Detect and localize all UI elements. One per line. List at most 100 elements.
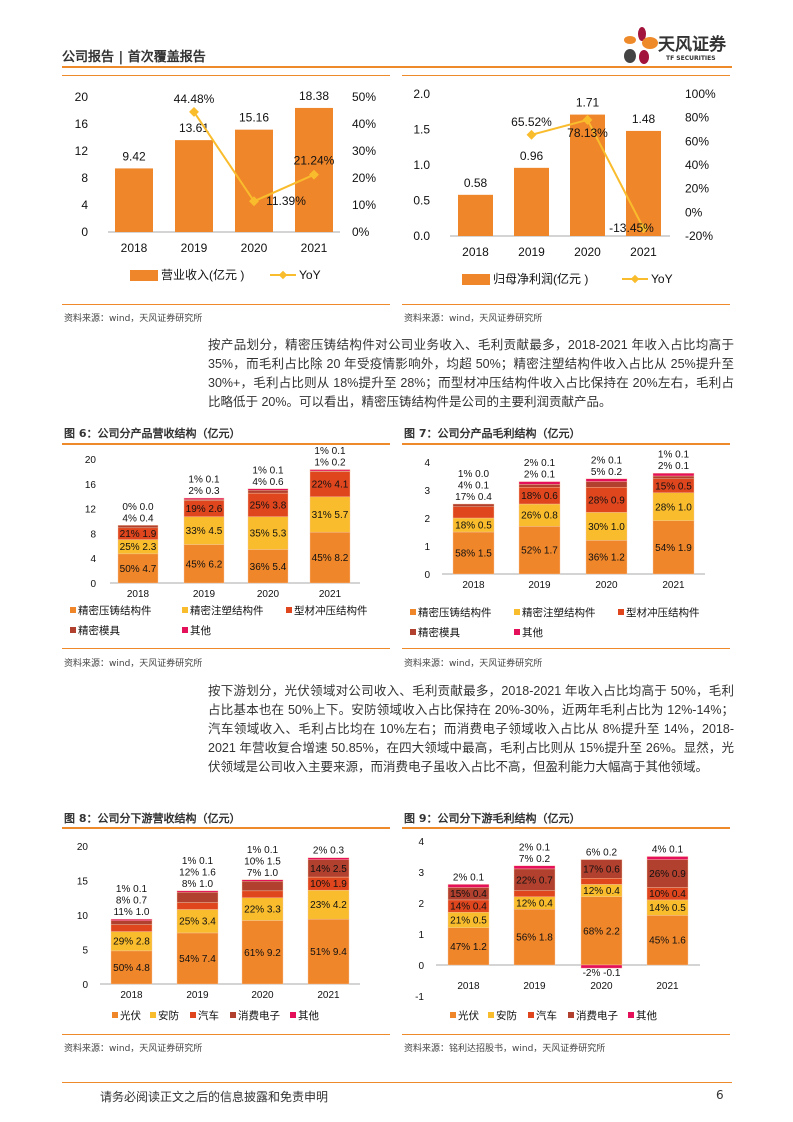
x-tick-label: 2020	[590, 981, 613, 992]
logo: 天风证券 TF SECURITIES	[620, 26, 735, 66]
y-tick-label: 8	[81, 171, 88, 185]
stacked-segment	[452, 503, 495, 507]
segment-label: 18% 0.5	[455, 521, 492, 532]
stacked-segment	[646, 915, 689, 966]
segment-label: 54% 7.4	[179, 954, 216, 965]
segment-label: 8% 0.7	[116, 896, 148, 907]
segment-label: 1% 0.1	[314, 446, 346, 457]
segment-label: 25% 3.8	[250, 500, 287, 511]
yoy-value-label: -13.45%	[609, 221, 654, 235]
y-tick-label: 2.0	[413, 87, 430, 101]
figure-title: 图 6：公司分产品营收结构（亿元）	[64, 427, 241, 440]
yoy-value-label: 44.48%	[174, 92, 215, 106]
legend-label: 消费电子	[576, 1009, 618, 1022]
y2-tick-label: 40%	[352, 117, 376, 131]
stacked-segment	[110, 950, 153, 985]
y-tick-label: 12	[75, 144, 89, 158]
y-tick-label: 0.0	[413, 229, 430, 243]
segment-label: 14% 0.4	[450, 902, 487, 913]
bar-value-label: 0.58	[464, 176, 488, 190]
stacked-segment	[247, 549, 289, 584]
segment-label: 28% 0.9	[588, 495, 625, 506]
legend-swatch	[112, 1012, 118, 1018]
segment-label: 15% 0.4	[450, 889, 487, 900]
figure-title: 图 7：公司分产品毛利结构（亿元）	[404, 427, 581, 440]
y2-tick-label: 0%	[685, 205, 703, 219]
divider	[62, 648, 390, 649]
legend-label: 消费电子	[238, 1009, 280, 1022]
legend-label: 精密压铸结构件	[418, 606, 492, 619]
segment-label: 36% 1.2	[588, 553, 625, 564]
stacked-segment	[452, 506, 495, 519]
stacked-segment	[518, 481, 561, 485]
stacked-segment	[241, 920, 284, 985]
segment-label: 10% 1.9	[310, 879, 347, 890]
y-tick-label: 0.5	[413, 194, 430, 208]
legend-swatch	[286, 607, 292, 613]
legend-label: 安防	[158, 1009, 179, 1022]
legend-label: 精密模具	[418, 626, 460, 639]
bar	[115, 168, 153, 232]
segment-label: 4% 0.4	[122, 513, 154, 524]
stacked-segment	[513, 865, 556, 870]
legend-label: 精密压铸结构件	[78, 604, 152, 617]
divider	[402, 443, 730, 445]
segment-label: 1% 0.1	[116, 884, 148, 895]
y-tick-label: 15	[77, 877, 89, 888]
x-tick-label: 2021	[656, 981, 679, 992]
legend-marker	[278, 270, 288, 280]
y-tick-label: 20	[75, 90, 89, 104]
x-tick-label: 2018	[127, 589, 150, 600]
bar	[514, 167, 549, 236]
segment-label: 61% 9.2	[244, 948, 281, 959]
segment-label: 23% 4.2	[310, 900, 347, 911]
legend-label: 精密注塑结构件	[522, 606, 596, 619]
segment-label: 52% 1.7	[521, 546, 558, 557]
body-paragraph: 按下游划分，光伏领域对公司收入、毛利贡献最多，2018-2021 年收入占比均高…	[208, 684, 734, 774]
segment-label: 47% 1.2	[450, 942, 487, 953]
stacked-segment	[247, 516, 289, 550]
segment-label: 2% 0.3	[188, 486, 220, 497]
x-tick-label: 2021	[319, 589, 342, 600]
y-tick-label: 16	[75, 117, 89, 131]
x-tick-label: 2021	[662, 580, 685, 591]
x-tick-label: 2019	[518, 245, 545, 259]
legend-swatch	[150, 1012, 156, 1018]
x-tick-label: 2019	[523, 981, 546, 992]
stacked-segment	[241, 880, 284, 892]
segment-label: 29% 2.8	[113, 937, 150, 948]
x-tick-label: 2018	[120, 990, 143, 1001]
yoy-point	[309, 169, 319, 180]
legend-swatch	[190, 1012, 196, 1018]
x-tick-label: 2020	[574, 245, 601, 259]
page-number: 6	[716, 1088, 724, 1102]
stacked-segment	[585, 487, 628, 513]
bar-value-label: 18.38	[299, 89, 329, 103]
segment-label: 1% 0.1	[252, 465, 284, 476]
yoy-point	[638, 223, 649, 234]
y-tick-label: 16	[85, 480, 97, 491]
stacked-segment	[117, 553, 159, 584]
segment-label: 22% 3.3	[244, 905, 281, 916]
x-tick-label: 2020	[241, 241, 268, 255]
segment-label: 19% 2.6	[186, 504, 223, 515]
y2-tick-label: 100%	[685, 87, 716, 101]
x-tick-label: 2018	[457, 981, 480, 992]
x-tick-label: 2019	[181, 241, 208, 255]
stacked-segment	[580, 859, 623, 879]
stacked-segment	[518, 526, 561, 575]
y-tick-label: 0	[82, 980, 88, 991]
legend-swatch	[514, 629, 520, 635]
legend-label: 汽车	[536, 1009, 557, 1022]
figure-title: 图 9：公司分下游毛利结构（亿元）	[404, 812, 581, 825]
x-tick-label: 2018	[121, 241, 148, 255]
stacked-segment	[652, 473, 695, 477]
segment-label: 50% 4.7	[120, 564, 157, 575]
stacked-segment	[176, 932, 219, 985]
legend-swatch	[182, 607, 188, 613]
stacked-segment	[117, 525, 159, 529]
stacked-segment	[646, 856, 689, 860]
stacked-segment	[580, 896, 623, 966]
segment-label: 5% 0.2	[591, 467, 623, 478]
segment-label: 45% 8.2	[312, 553, 349, 564]
